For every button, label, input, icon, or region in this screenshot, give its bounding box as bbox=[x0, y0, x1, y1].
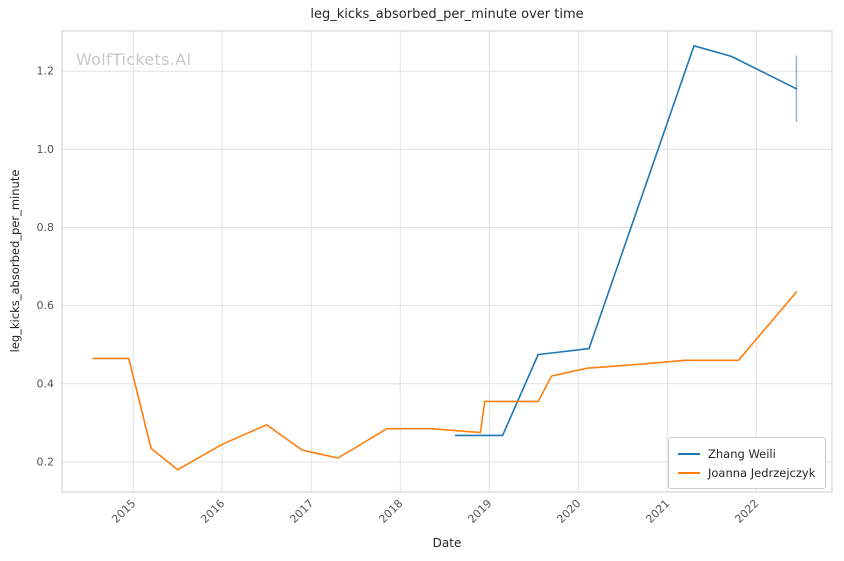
svg-text:2018: 2018 bbox=[376, 497, 405, 526]
chart-title: leg_kicks_absorbed_per_minute over time bbox=[310, 7, 584, 22]
y-axis-label: leg_kicks_absorbed_per_minute bbox=[8, 169, 22, 353]
legend-label-zhang-weili: Zhang Weili bbox=[708, 446, 776, 461]
svg-text:1.2: 1.2 bbox=[37, 65, 55, 78]
svg-text:2016: 2016 bbox=[198, 497, 227, 526]
svg-text:0.8: 0.8 bbox=[37, 221, 55, 234]
legend-item: Zhang Weili bbox=[678, 444, 816, 463]
x-axis-label: Date bbox=[432, 536, 462, 550]
svg-text:1.0: 1.0 bbox=[37, 143, 55, 156]
watermark: WolfTickets.AI bbox=[76, 50, 192, 69]
svg-text:2021: 2021 bbox=[643, 497, 672, 526]
svg-text:2019: 2019 bbox=[465, 497, 494, 526]
svg-text:2020: 2020 bbox=[554, 497, 583, 526]
svg-text:2017: 2017 bbox=[287, 497, 316, 526]
legend-item: Joanna Jedrzejczyk bbox=[678, 463, 816, 482]
svg-text:2022: 2022 bbox=[732, 497, 761, 526]
legend-label-joanna-jedrzejczyk: Joanna Jedrzejczyk bbox=[708, 465, 816, 480]
legend-swatch-joanna-jedrzejczyk bbox=[678, 471, 700, 474]
svg-text:0.4: 0.4 bbox=[37, 377, 55, 390]
svg-text:2015: 2015 bbox=[109, 497, 138, 526]
legend: Zhang Weili Joanna Jedrzejczyk bbox=[668, 437, 826, 489]
legend-swatch-zhang-weili bbox=[678, 452, 700, 455]
svg-text:0.6: 0.6 bbox=[37, 299, 55, 312]
svg-text:0.2: 0.2 bbox=[37, 455, 55, 468]
